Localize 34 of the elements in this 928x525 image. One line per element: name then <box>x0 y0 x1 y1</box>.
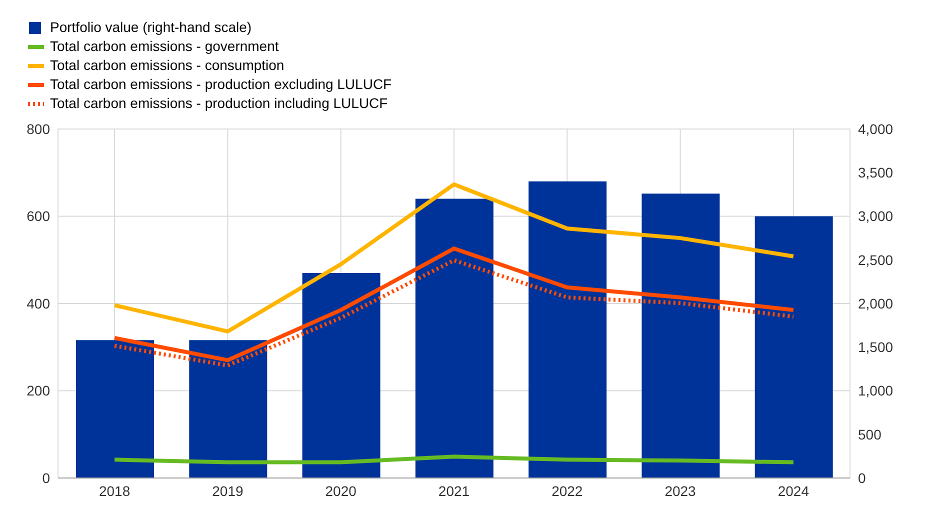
x-tick-label: 2018 <box>98 482 130 499</box>
y2-tick-label: 2,000 <box>858 295 894 312</box>
bar <box>528 181 607 478</box>
x-tick-label: 2021 <box>438 482 470 499</box>
x-tick-label: 2019 <box>212 482 244 499</box>
y-tick-label: 400 <box>26 295 50 312</box>
y2-tick-label: 3,000 <box>858 208 894 224</box>
legend-label: Portfolio value (right-hand scale) <box>50 18 252 37</box>
legend-label: Total carbon emissions - consumption <box>50 56 284 75</box>
y2-tick-label: 500 <box>858 426 882 442</box>
y2-tick-label: 2,500 <box>858 252 894 268</box>
y-tick-label: 800 <box>26 120 50 137</box>
bar <box>642 194 720 478</box>
y-tick-label: 600 <box>26 208 50 224</box>
bar <box>189 340 268 478</box>
legend-label: Total carbon emissions - production excluding LULUCF <box>50 75 392 94</box>
y2-tick-label: 1,000 <box>858 382 894 399</box>
line-series <box>112 182 796 334</box>
bar <box>415 198 494 478</box>
y2-tick-label: 3,500 <box>858 164 894 181</box>
y2-tick-label: 4,000 <box>858 120 894 137</box>
y-tick-label: 200 <box>26 382 50 399</box>
bar <box>76 340 154 478</box>
bar <box>754 216 833 478</box>
x-tick-label: 2024 <box>778 482 810 499</box>
legend-label: Total carbon emissions - production including LULUCF <box>50 94 388 113</box>
legend-label: Total carbon emissions - government <box>50 37 279 56</box>
y2-tick-label: 1,500 <box>858 339 894 356</box>
x-tick-label: 2022 <box>552 482 583 499</box>
bar <box>302 272 380 478</box>
y2-tick-label: 0 <box>858 470 866 486</box>
x-tick-label: 2020 <box>325 482 357 499</box>
y-tick-label: 0 <box>42 470 50 486</box>
x-tick-label: 2023 <box>664 482 696 499</box>
